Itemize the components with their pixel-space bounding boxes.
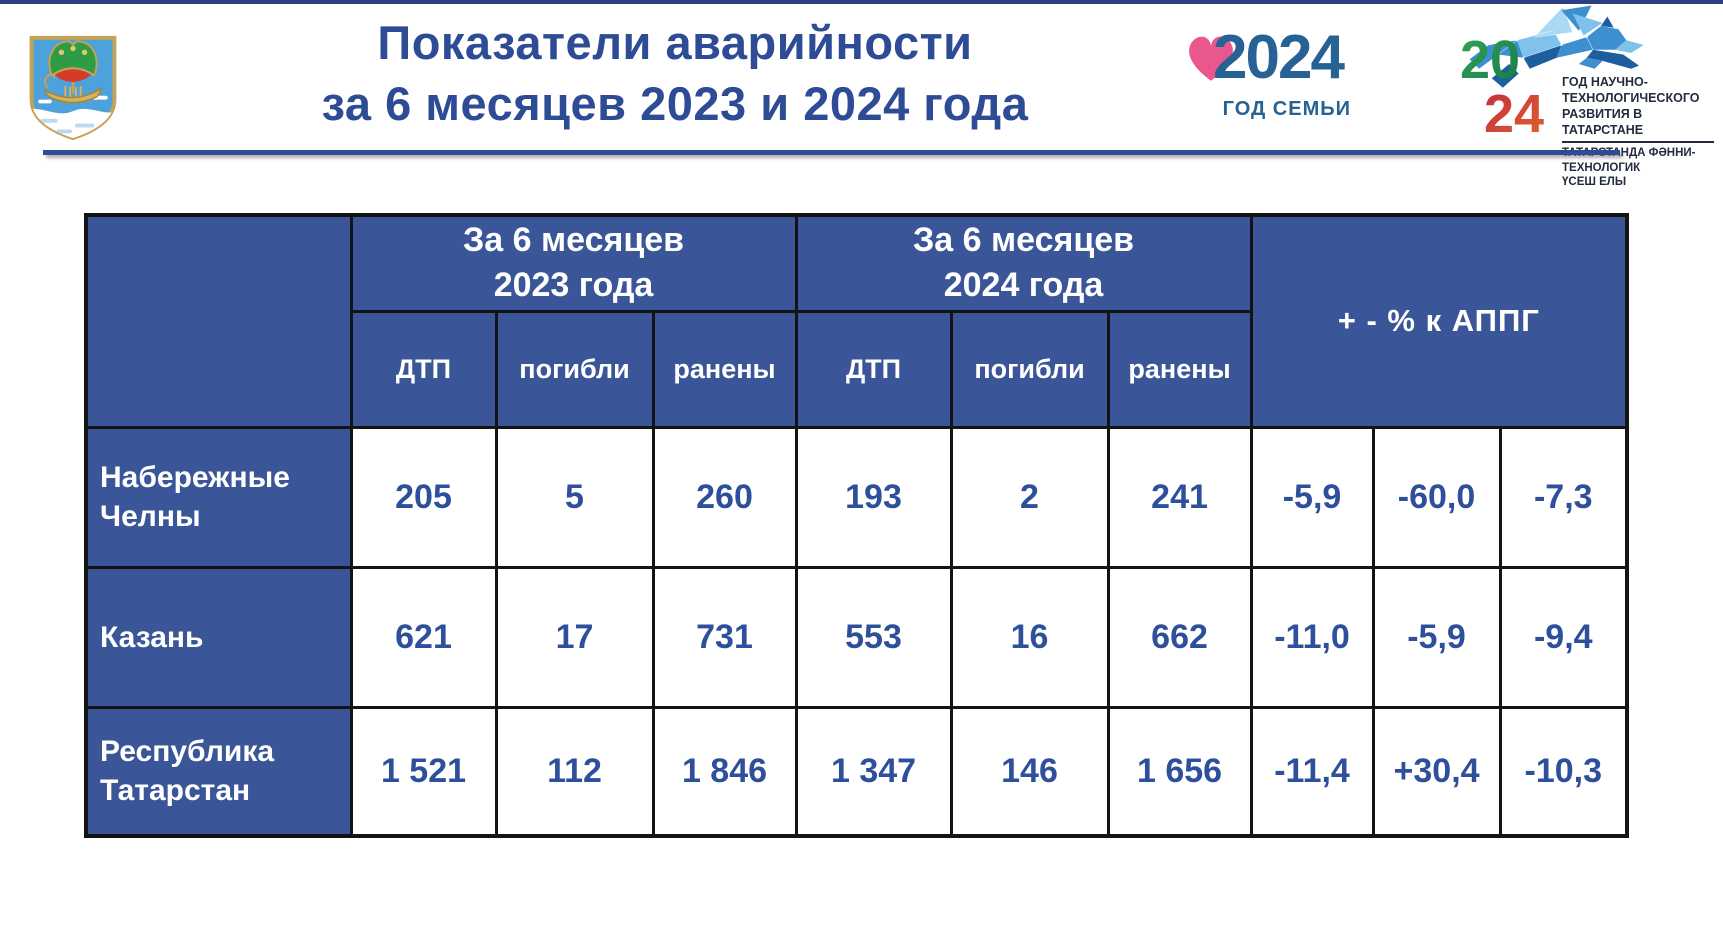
heart-icon <box>1189 36 1233 81</box>
cell-value: 731 <box>651 565 798 709</box>
cell-value: 5 <box>494 425 655 569</box>
accident-statistics-table: За 6 месяцев 2023 года За 6 месяцев 2024… <box>84 213 1630 838</box>
cell-value: 146 <box>949 705 1110 838</box>
title-line-2: за 6 месяцев 2023 и 2024 года <box>321 77 1029 130</box>
family-logo-year: 2024 <box>1213 23 1345 92</box>
cell-value: 193 <box>794 425 953 569</box>
cell-value: -7,3 <box>1498 425 1629 569</box>
subheader-died-2023: погибли <box>494 309 655 429</box>
subheader-dtp-2023: ДТП <box>349 309 498 429</box>
subheader-injured-2024: ранены <box>1106 309 1253 429</box>
science-tat-line2: ҮСЕШ ЕЛЫ <box>1562 176 1627 188</box>
cell-value: 2 <box>949 425 1110 569</box>
row-label-tatarstan: Республика Татарстан <box>84 705 353 838</box>
science-year-numbers: 20 24 <box>1460 32 1544 140</box>
group-2023-line2: 2023 года <box>493 266 654 305</box>
cell-value: 17 <box>494 565 655 709</box>
science-logo-text: ГОД НАУЧНО-ТЕХНОЛОГИЧЕСКОГО РАЗВИТИЯ В Т… <box>1562 74 1720 190</box>
cell-value: 112 <box>494 705 655 838</box>
science-ru-line1: ГОД НАУЧНО-ТЕХНОЛОГИЧЕСКОГО <box>1562 75 1700 105</box>
cell-value: 260 <box>651 425 798 569</box>
cell-value: 205 <box>349 425 498 569</box>
science-year-top: 20 <box>1460 32 1520 90</box>
title-line-1: Показатели аварийности <box>377 16 973 69</box>
cell-value: 241 <box>1106 425 1253 569</box>
cell-value: -60,0 <box>1371 425 1502 569</box>
cell-value: 553 <box>794 565 953 709</box>
page-title: Показатели аварийности за 6 месяцев 2023… <box>240 12 1110 134</box>
family-logo-year-row: 2024 <box>1183 22 1353 94</box>
table-corner-cell <box>84 213 353 429</box>
group-2023-line1: За 6 месяцев <box>462 221 685 260</box>
subheader-injured-2023: ранены <box>651 309 798 429</box>
title-underline <box>43 150 1620 155</box>
cell-value: 621 <box>349 565 498 709</box>
table-row: Республика Татарстан 1 521 112 1 846 1 3… <box>84 705 1629 838</box>
cell-value: 1 656 <box>1106 705 1253 838</box>
cell-value: -5,9 <box>1249 425 1375 569</box>
science-year-bottom: 24 <box>1484 84 1544 140</box>
naberezhnye-chelny-coat-of-arms-icon <box>29 35 117 141</box>
group-2024-line2: 2024 года <box>943 266 1104 305</box>
cell-value: 1 347 <box>794 705 953 838</box>
cell-value: 662 <box>1106 565 1253 709</box>
table-row: Набережные Челны 205 5 260 193 2 241 -5,… <box>84 425 1629 569</box>
subheader-died-2024: погибли <box>949 309 1110 429</box>
year-of-family-logo: 2024 ГОД СЕМЬИ <box>1183 22 1353 121</box>
cell-value: -11,0 <box>1249 565 1375 709</box>
science-ru-line2: РАЗВИТИЯ В ТАТАРСТАНЕ <box>1562 107 1644 137</box>
cell-value: +30,4 <box>1371 705 1502 838</box>
family-logo-caption: ГОД СЕМЬИ <box>1222 98 1351 120</box>
cell-value: -10,3 <box>1498 705 1629 838</box>
cell-value: -5,9 <box>1371 565 1502 709</box>
row-label-kazan: Казань <box>84 565 353 709</box>
top-border-line <box>0 0 1723 4</box>
group-2024-line1: За 6 месяцев <box>912 221 1135 260</box>
cell-value: -11,4 <box>1249 705 1375 838</box>
column-group-2023: За 6 месяцев 2023 года <box>349 213 798 313</box>
subheader-dtp-2024: ДТП <box>794 309 953 429</box>
row-label-naberezhnye-chelny: Набережные Челны <box>84 425 353 569</box>
cell-value: 16 <box>949 565 1110 709</box>
science-text-divider <box>1562 141 1714 143</box>
column-group-appg: + - % к АППГ <box>1249 213 1629 429</box>
column-group-2024: За 6 месяцев 2024 года <box>794 213 1253 313</box>
cell-value: 1 521 <box>349 705 498 838</box>
cell-value: -9,4 <box>1498 565 1629 709</box>
snow-leopard-logo-icon <box>1469 5 1644 88</box>
table-row: Казань 621 17 731 553 16 662 -11,0 -5,9 … <box>84 565 1629 709</box>
cell-value: 1 846 <box>651 705 798 838</box>
